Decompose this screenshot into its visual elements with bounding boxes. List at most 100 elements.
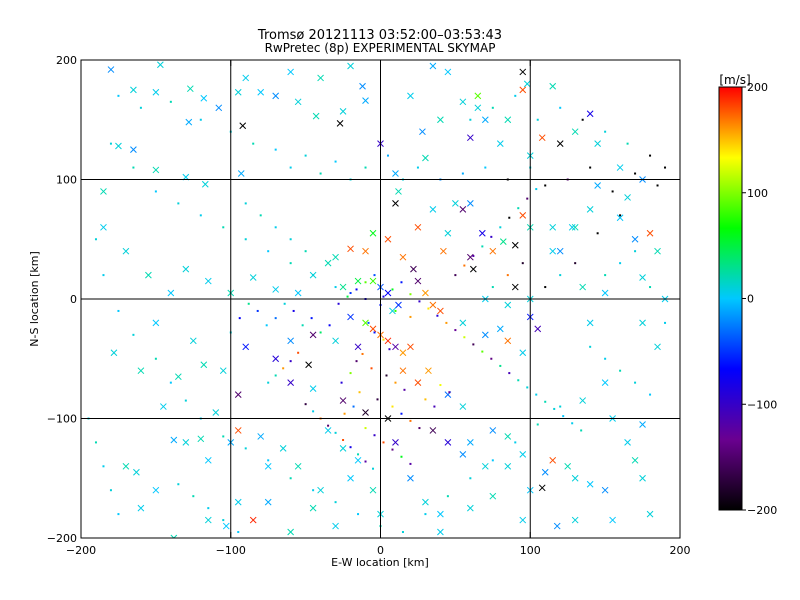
dot-marker xyxy=(559,106,562,109)
x-marker xyxy=(201,180,209,188)
dot-marker xyxy=(301,324,304,327)
dot-marker xyxy=(117,309,120,312)
x-marker xyxy=(654,247,661,255)
dot-marker xyxy=(373,434,376,437)
x-marker xyxy=(287,379,295,387)
x-marker xyxy=(294,98,302,106)
x-marker xyxy=(264,462,272,470)
dot-marker xyxy=(439,384,442,387)
dot-marker xyxy=(117,94,120,97)
colorbar-ticks: 200 100 0 −100 −200 xyxy=(742,81,777,517)
x-marker xyxy=(519,211,527,219)
x-marker xyxy=(586,480,594,488)
x-marker xyxy=(392,343,399,351)
x-marker xyxy=(174,373,182,381)
x-marker xyxy=(336,119,344,127)
dot-marker xyxy=(400,455,403,458)
dot-marker xyxy=(454,274,457,277)
dot-marker xyxy=(394,309,397,312)
dot-marker xyxy=(484,166,487,169)
x-marker xyxy=(354,456,362,464)
dot-marker xyxy=(289,262,292,265)
dot-marker xyxy=(334,501,337,504)
x-marker xyxy=(410,265,417,273)
dot-marker xyxy=(574,262,577,265)
y-tick-label: 0 xyxy=(70,293,77,306)
dot-marker xyxy=(559,274,562,277)
x-marker xyxy=(459,319,467,327)
x-marker xyxy=(459,403,467,410)
dot-marker xyxy=(571,422,574,425)
dot-marker xyxy=(664,321,667,324)
dot-marker xyxy=(364,427,367,430)
x-marker xyxy=(556,247,564,255)
x-marker xyxy=(594,140,601,148)
x-marker xyxy=(549,223,557,231)
x-marker xyxy=(167,289,175,297)
x-marker xyxy=(242,343,250,351)
dot-marker xyxy=(562,415,565,418)
x-marker xyxy=(186,85,194,93)
dot-marker xyxy=(409,462,412,465)
x-marker xyxy=(538,134,546,142)
y-axis-label: N-S location [km] xyxy=(28,251,41,347)
dot-marker xyxy=(424,513,427,516)
x-marker xyxy=(309,504,317,512)
x-marker xyxy=(444,439,452,446)
x-marker xyxy=(419,128,426,136)
colorbar-tick-label: −100 xyxy=(747,398,777,411)
dot-marker xyxy=(364,166,367,169)
dot-marker xyxy=(463,336,466,339)
dot-marker xyxy=(169,381,172,384)
x-marker xyxy=(287,68,295,76)
x-marker xyxy=(549,247,557,255)
dot-marker xyxy=(589,166,592,169)
dot-marker xyxy=(580,429,583,432)
x-marker xyxy=(523,80,531,88)
colorbar-tick-label: 0 xyxy=(747,293,754,306)
x-marker xyxy=(639,421,646,428)
x-marker xyxy=(137,367,145,375)
dot-marker xyxy=(445,321,448,324)
dot-marker xyxy=(536,423,539,426)
x-marker xyxy=(133,468,140,476)
dot-marker xyxy=(391,405,394,408)
dot-marker xyxy=(289,238,292,241)
x-marker xyxy=(122,247,130,255)
dot-marker xyxy=(222,435,225,438)
dot-marker xyxy=(544,400,547,403)
x-marker xyxy=(185,118,193,126)
dot-marker xyxy=(448,391,451,394)
dot-marker xyxy=(499,226,502,229)
x-marker xyxy=(466,439,474,446)
dot-marker xyxy=(508,216,511,219)
x-marker xyxy=(571,474,579,482)
dot-marker xyxy=(364,460,367,463)
scatter-points xyxy=(87,61,669,538)
x-marker xyxy=(437,116,444,124)
x-marker xyxy=(130,86,137,94)
x-marker xyxy=(422,289,429,297)
dot-marker xyxy=(472,254,475,257)
dot-marker xyxy=(289,166,292,169)
dot-marker xyxy=(526,197,529,200)
dot-marker xyxy=(508,372,511,375)
x-marker xyxy=(395,301,402,309)
x-marker xyxy=(586,319,594,327)
x-marker xyxy=(257,88,265,96)
x-marker xyxy=(309,385,317,392)
x-marker xyxy=(616,214,624,222)
x-marker xyxy=(294,289,302,297)
dot-marker xyxy=(346,295,349,298)
x-marker xyxy=(347,474,354,482)
dot-marker xyxy=(319,331,322,334)
x-marker xyxy=(556,140,564,148)
dot-marker xyxy=(94,238,97,241)
x-marker xyxy=(399,253,407,261)
x-marker xyxy=(362,97,369,104)
x-marker xyxy=(639,274,646,281)
x-marker xyxy=(287,337,295,345)
x-marker xyxy=(339,445,347,452)
y-tick-label: 200 xyxy=(56,54,77,67)
dot-marker xyxy=(634,381,637,384)
